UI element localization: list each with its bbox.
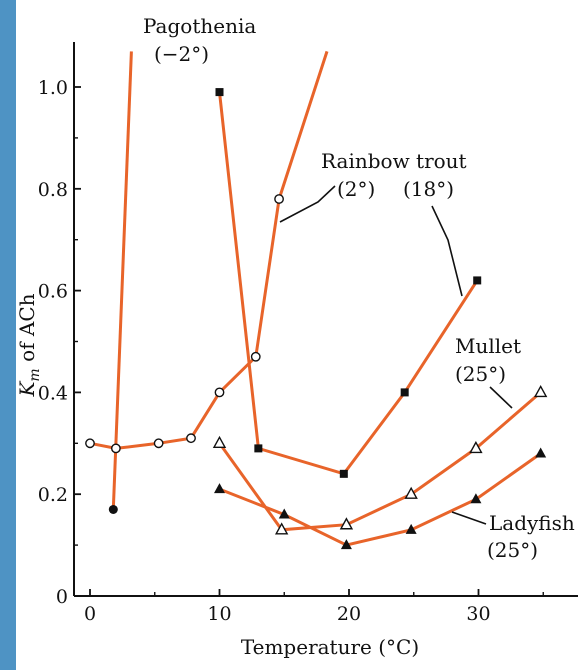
marker-ladyfish-25 xyxy=(535,447,547,458)
y-tick-label: 0.4 xyxy=(38,382,68,404)
y-tick-label: 0.2 xyxy=(38,484,68,506)
marker-ladyfish-25 xyxy=(340,539,352,550)
x-tick-label: 0 xyxy=(84,603,96,625)
marker-rainbow-trout-18 xyxy=(400,388,409,397)
page-edge xyxy=(0,0,16,670)
marker-rainbow-trout-2 xyxy=(274,194,284,204)
x-tick-label: 20 xyxy=(337,603,361,625)
marker-rainbow-trout-18 xyxy=(254,444,263,453)
annotation-ladyfish-temp: (25°) xyxy=(487,538,538,562)
y-axis-title-rest: of ACh xyxy=(15,293,39,368)
marker-rainbow-trout-2 xyxy=(85,438,95,449)
marker-rainbow-trout-2 xyxy=(250,351,261,362)
series-line-rainbow-trout-2 xyxy=(89,50,329,450)
axes: 0 0.2 0.4 0.6 0.8 1.0 0 10 20 30 xyxy=(38,42,578,625)
annotation-trout-name: Rainbow trout xyxy=(321,149,467,173)
y-tick-label: 1.0 xyxy=(38,77,68,99)
y-axis-title-k: K xyxy=(15,381,39,398)
marker-mullet-25 xyxy=(404,486,418,499)
series-layer xyxy=(85,50,548,550)
x-axis-title: Temperature (°C) xyxy=(241,635,419,659)
y-axis-title: Km of ACh xyxy=(15,293,43,397)
marker-rainbow-trout-18 xyxy=(339,469,348,478)
marker-ladyfish-25 xyxy=(278,508,290,519)
annotation-mullet-name: Mullet xyxy=(455,334,521,358)
leader-line-trout-18 xyxy=(431,205,463,297)
marker-rainbow-trout-18 xyxy=(215,88,224,97)
annotation-trout-temp-2: (2°) xyxy=(337,177,375,201)
marker-mullet-25 xyxy=(533,384,548,398)
marker-mullet-25 xyxy=(339,517,354,530)
series-line-pagothenia-2 xyxy=(111,51,133,510)
y-tick-label: 0.6 xyxy=(38,281,68,303)
series-line-mullet-25 xyxy=(218,391,542,532)
marker-ladyfish-25 xyxy=(470,493,482,504)
leader-line-trout-2 xyxy=(279,185,336,223)
marker-rainbow-trout-2 xyxy=(186,433,196,444)
annotation-pagothenia-name: Pagothenia xyxy=(143,14,256,38)
marker-ladyfish-25 xyxy=(214,483,225,494)
x-tick-label: 30 xyxy=(466,603,490,625)
marker-rainbow-trout-2 xyxy=(111,443,121,454)
annotation-ladyfish-name: Ladyfish xyxy=(489,511,575,535)
marker-rainbow-trout-2 xyxy=(153,438,164,449)
marker-ladyfish-25 xyxy=(405,523,417,534)
marker-rainbow-trout-18 xyxy=(473,276,482,285)
x-tick-label: 10 xyxy=(207,603,231,625)
annotation-pagothenia-temp: (−2°) xyxy=(154,42,209,66)
series-line-ladyfish-25 xyxy=(218,452,542,547)
marker-mullet-25 xyxy=(212,435,227,448)
y-tick-label: 0.8 xyxy=(38,179,68,201)
leader-line-mullet xyxy=(489,386,513,409)
annotation-mullet-temp: (25°) xyxy=(455,362,506,386)
marker-rainbow-trout-2 xyxy=(214,387,225,398)
annotation-trout-temp-18: (18°) xyxy=(403,177,454,201)
y-tick-label: 0 xyxy=(56,586,68,608)
marker-mullet-25 xyxy=(274,522,289,535)
marker-pagothenia-2 xyxy=(108,504,118,514)
leader-lines xyxy=(279,185,513,525)
leader-line-ladyfish xyxy=(451,511,487,525)
y-axis-title-subscript: m xyxy=(27,368,43,381)
marker-mullet-25 xyxy=(469,440,483,454)
